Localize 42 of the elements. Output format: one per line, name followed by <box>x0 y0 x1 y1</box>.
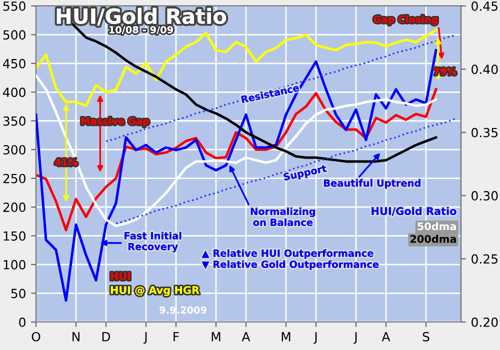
annotation: Gap Closing <box>374 15 438 25</box>
x-tick-label: N <box>72 332 80 342</box>
y2-tick-label: 0.25 <box>472 254 498 264</box>
x-tick-label: M <box>282 332 290 342</box>
y-tick-label: 100 <box>4 260 26 270</box>
y-tick-label: 500 <box>3 30 26 40</box>
y2-tick-label: 0.30 <box>472 191 498 201</box>
x-tick-label: J <box>144 332 147 344</box>
text: 50dma <box>418 222 456 230</box>
x-tick-label: D <box>102 332 110 342</box>
text: HUI <box>110 272 130 280</box>
x-tick-label: O <box>32 332 40 342</box>
text: HUI @ Avg HGR <box>110 286 200 296</box>
y-tick-label: 150 <box>4 231 26 241</box>
y-tick-label: 200 <box>3 202 26 212</box>
y-tick-label: 250 <box>3 174 26 184</box>
text: HUI/Gold Ratio <box>372 206 456 216</box>
x-tick-label: J <box>354 332 357 344</box>
x-tick-label: F <box>174 332 179 342</box>
x-tick-label: S <box>422 332 430 342</box>
y-tick-label: 50 <box>11 288 26 298</box>
y-tick-label: 400 <box>3 88 26 98</box>
text: 10/08 - 9/09 <box>109 26 173 34</box>
annotation: Fast Initial Recovery <box>124 232 182 252</box>
y-tick-label: 350 <box>3 116 26 126</box>
y2-tick-label: 0.20 <box>472 317 498 327</box>
x-tick-label: M <box>212 332 220 342</box>
annotation: Beautiful Uptrend <box>324 179 420 189</box>
y2-tick-label: 0.40 <box>472 64 498 74</box>
annotation: ▼ Relative Gold Outperformance <box>202 260 379 270</box>
y-tick-label: 0 <box>19 317 26 327</box>
annotation: Normalizing on Balance <box>250 208 316 226</box>
y-tick-label: 550 <box>3 1 26 11</box>
y-tick-label: 300 <box>3 145 26 155</box>
text: 200dma <box>410 234 456 243</box>
y2-tick-label: 0.45 <box>472 1 498 11</box>
y2-tick-label: 0.35 <box>472 128 498 138</box>
x-tick-label: A <box>242 332 250 342</box>
annotation: ▲ Relative HUI Outperformance <box>202 249 374 259</box>
x-tick-label: J <box>314 332 317 344</box>
x-tick-label: A <box>382 332 390 342</box>
y-tick-label: 450 <box>3 58 26 68</box>
